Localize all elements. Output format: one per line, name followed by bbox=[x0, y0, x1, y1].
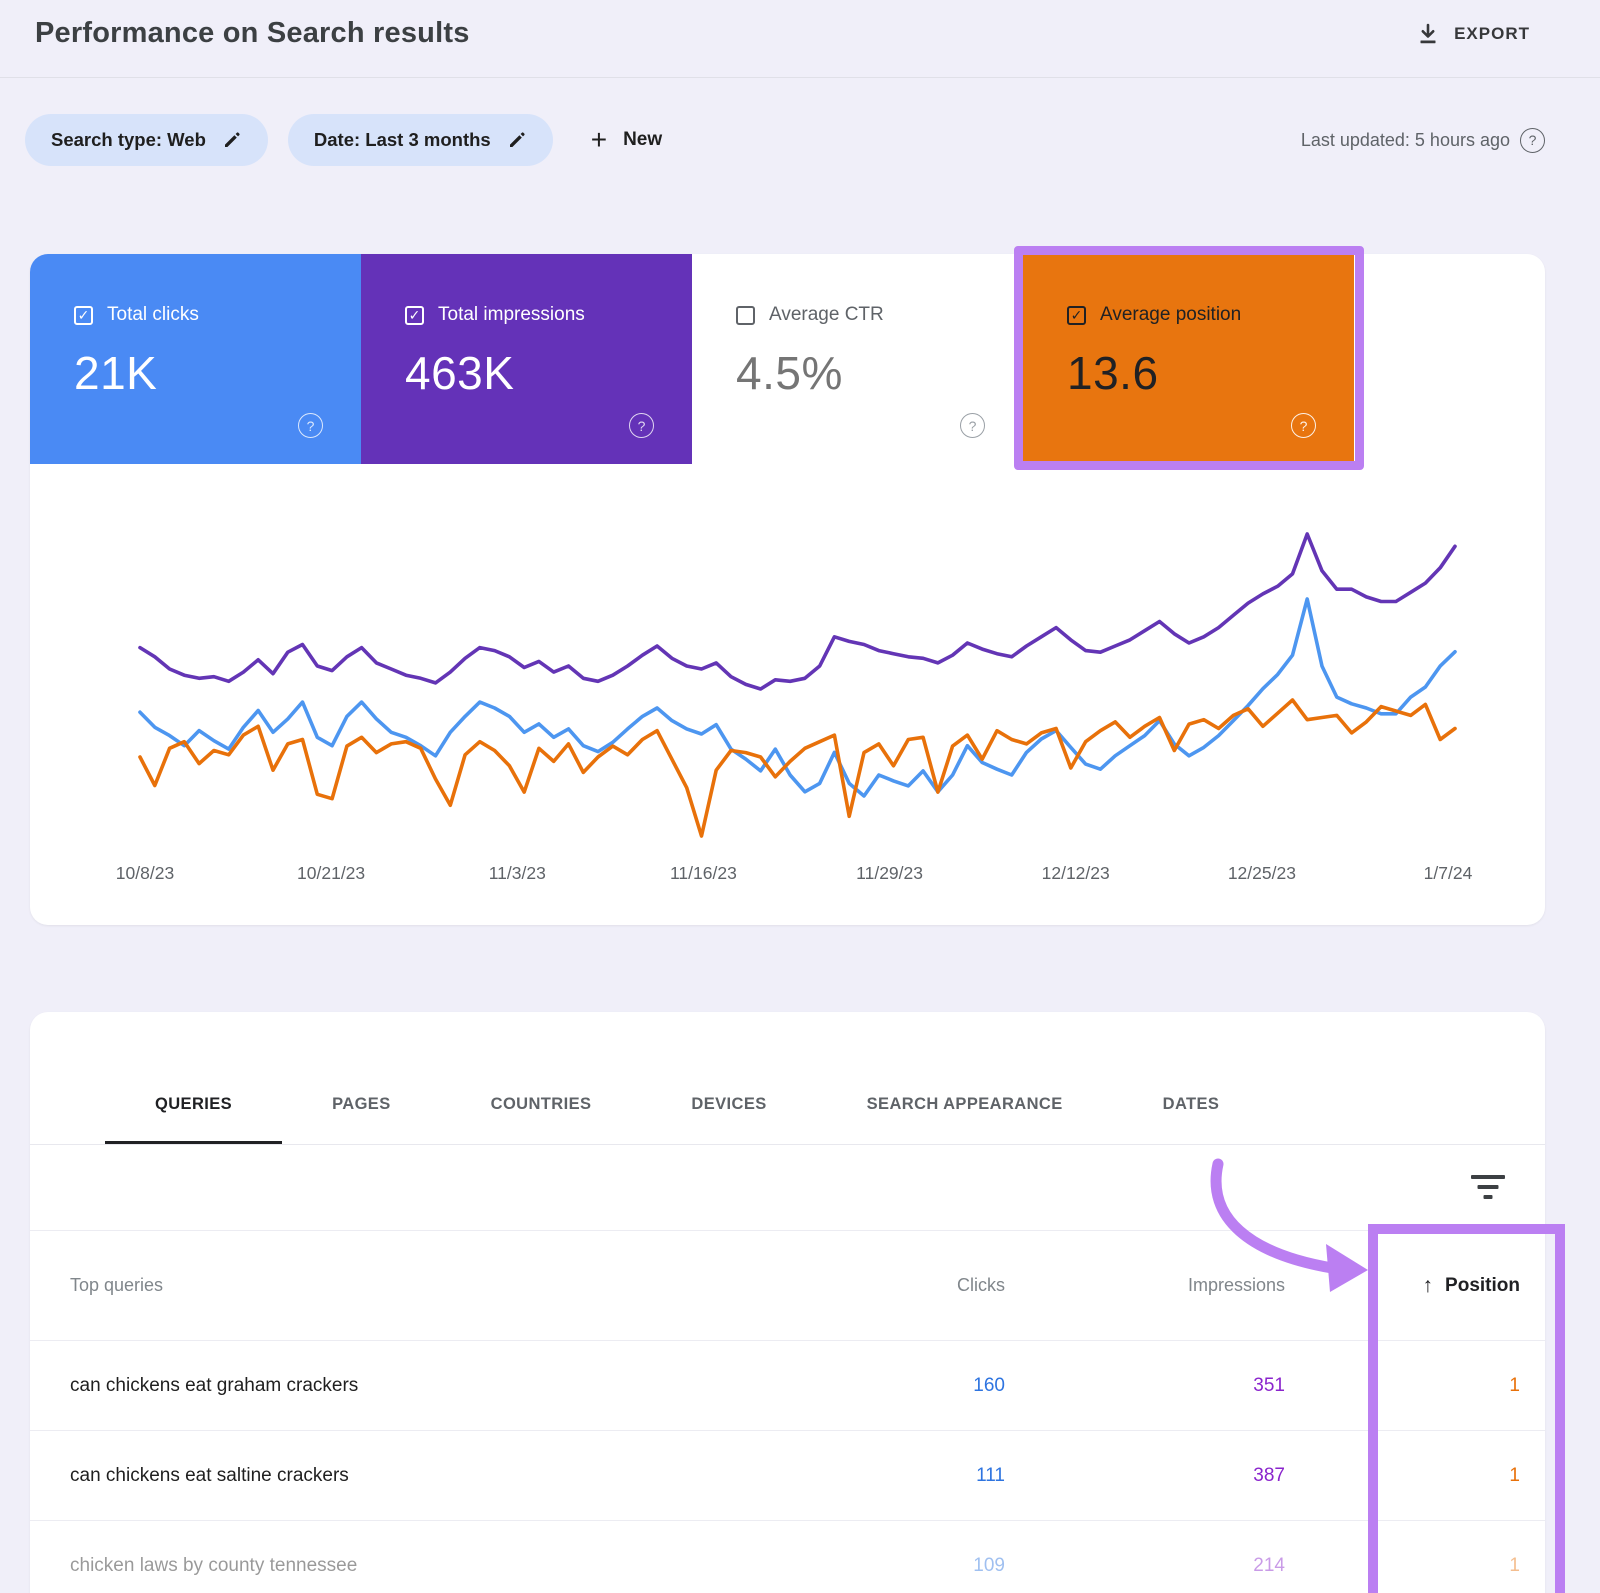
column-header-clicks[interactable]: Clicks bbox=[957, 1275, 1005, 1295]
export-button[interactable]: EXPORT bbox=[1416, 22, 1530, 46]
table-row[interactable]: can chickens eat graham crackers 160 351 1 bbox=[30, 1341, 1545, 1431]
x-axis-tick-label: 10/21/23 bbox=[297, 863, 365, 883]
page-title: Performance on Search results bbox=[35, 17, 470, 49]
position-cell: 1 bbox=[1509, 1554, 1520, 1576]
x-axis-tick-label: 11/29/23 bbox=[856, 863, 923, 883]
metric-value: 21K bbox=[74, 347, 158, 399]
clicks-cell: 160 bbox=[973, 1374, 1005, 1396]
help-icon[interactable]: ? bbox=[1520, 127, 1545, 153]
column-header-position-label: Position bbox=[1445, 1274, 1520, 1296]
search-type-chip[interactable]: Search type: Web bbox=[25, 114, 268, 166]
metric-card-average-position[interactable]: ✓ Average position 13.6? bbox=[1023, 254, 1354, 464]
clicks-cell: 111 bbox=[976, 1464, 1005, 1486]
tab-countries[interactable]: COUNTRIES bbox=[441, 1067, 642, 1144]
metric-label: Average position bbox=[1100, 304, 1242, 325]
table-row[interactable]: can chickens eat saltine crackers 111 387 1 bbox=[30, 1431, 1545, 1521]
performance-line-chart: 10/8/23 10/21/23 11/3/23 11/16/23 11/29/23 12… bbox=[116, 532, 1473, 883]
position-cell: 1 bbox=[1509, 1374, 1520, 1396]
x-axis-tick-label: 11/3/23 bbox=[489, 863, 546, 883]
export-label: EXPORT bbox=[1454, 23, 1530, 43]
tab-queries[interactable]: QUERIES bbox=[105, 1067, 283, 1144]
series-line-total-impressions bbox=[138, 532, 1457, 691]
position-cell: 1 bbox=[1509, 1464, 1520, 1486]
query-cell[interactable]: can chickens eat graham crackers bbox=[70, 1374, 359, 1396]
metric-toggle-row: ✓ Total clicks 21K? ✓ Total impressions 463K?… bbox=[30, 254, 1545, 464]
metric-value: 463K bbox=[405, 347, 515, 399]
help-icon[interactable]: ? bbox=[1291, 413, 1316, 438]
date-range-chip-label: Date: Last 3 months bbox=[313, 129, 491, 150]
metric-label: Total impressions bbox=[438, 304, 585, 325]
table-body: can chickens eat graham crackers 160 351 1 c… bbox=[30, 1341, 1545, 1593]
clicks-cell: 109 bbox=[973, 1554, 1005, 1576]
query-cell[interactable]: chicken laws by county tennessee bbox=[70, 1554, 358, 1576]
tab-search-appearance[interactable]: SEARCH APPEARANCE bbox=[817, 1067, 1113, 1144]
dimensions-table-card: QUERIES PAGES COUNTRIES DEVICES SEARCH APPEA… bbox=[30, 1012, 1545, 1593]
checked-checkbox-icon[interactable]: ✓ bbox=[1067, 305, 1086, 325]
tab-pages[interactable]: PAGES bbox=[282, 1067, 441, 1144]
new-filter-button[interactable]: + New bbox=[591, 126, 662, 154]
metric-card-total-clicks[interactable]: ✓ Total clicks 21K? bbox=[30, 254, 361, 464]
help-icon[interactable]: ? bbox=[960, 413, 985, 438]
metric-label: Total clicks bbox=[107, 304, 199, 325]
last-updated: Last updated: 5 hours ago ? bbox=[1300, 127, 1545, 153]
table-row[interactable]: chicken laws by county tennessee 109 214 1 bbox=[30, 1521, 1545, 1593]
filter-icon[interactable] bbox=[1471, 1174, 1505, 1201]
query-cell[interactable]: can chickens eat saltine crackers bbox=[70, 1464, 349, 1486]
date-range-chip[interactable]: Date: Last 3 months bbox=[287, 114, 553, 166]
impressions-cell: 387 bbox=[1253, 1464, 1285, 1486]
performance-chart-card: ✓ Total clicks 21K? ✓ Total impressions 463K?… bbox=[30, 254, 1545, 925]
x-axis-tick-label: 10/8/23 bbox=[116, 863, 174, 883]
column-header-top-queries[interactable]: Top queries bbox=[70, 1275, 164, 1295]
tab-devices[interactable]: DEVICES bbox=[641, 1067, 816, 1144]
column-header-impressions[interactable]: Impressions bbox=[1187, 1275, 1285, 1295]
top-bar: Performance on Search results EXPORT bbox=[0, 0, 1600, 78]
impressions-cell: 214 bbox=[1253, 1554, 1285, 1576]
tab-dates[interactable]: DATES bbox=[1113, 1067, 1270, 1144]
chart-area: 10/8/23 10/21/23 11/3/23 11/16/23 11/29/23 12… bbox=[30, 504, 1545, 899]
x-axis-tick-label: 11/16/23 bbox=[670, 863, 737, 883]
help-icon[interactable]: ? bbox=[629, 413, 654, 438]
metric-card-total-impressions[interactable]: ✓ Total impressions 463K? bbox=[361, 254, 692, 464]
series-line-average-position bbox=[138, 698, 1457, 838]
search-type-chip-label: Search type: Web bbox=[51, 129, 206, 150]
metric-card-average-ctr[interactable]: Average CTR 4.5%? bbox=[692, 254, 1023, 464]
x-axis-tick-label: 12/12/23 bbox=[1042, 863, 1110, 883]
unchecked-checkbox-icon[interactable] bbox=[736, 305, 755, 325]
pencil-icon bbox=[507, 130, 527, 150]
metric-value: 4.5% bbox=[736, 347, 843, 399]
x-axis-tick-label: 1/7/24 bbox=[1424, 863, 1473, 883]
arrow-up-icon: ↑ bbox=[1422, 1273, 1434, 1297]
pencil-icon bbox=[222, 130, 242, 150]
new-filter-label: New bbox=[623, 129, 663, 150]
series-line-total-clicks bbox=[138, 597, 1457, 798]
checked-checkbox-icon[interactable]: ✓ bbox=[405, 305, 424, 325]
filter-row: Search type: Web Date: Last 3 months + N… bbox=[25, 114, 1545, 166]
download-icon bbox=[1416, 22, 1440, 46]
impressions-cell: 351 bbox=[1253, 1374, 1285, 1396]
table-header-row: Top queries Clicks Impressions ↑ Positio… bbox=[30, 1231, 1545, 1341]
checked-checkbox-icon[interactable]: ✓ bbox=[74, 305, 93, 325]
help-icon[interactable]: ? bbox=[298, 413, 323, 438]
metric-value: 13.6 bbox=[1067, 347, 1159, 399]
column-header-position[interactable]: ↑ Position bbox=[1285, 1274, 1520, 1298]
table-toolbar bbox=[30, 1145, 1545, 1231]
plus-icon: + bbox=[590, 124, 608, 155]
last-updated-text: Last updated: 5 hours ago bbox=[1300, 129, 1510, 150]
dimension-tabs: QUERIES PAGES COUNTRIES DEVICES SEARCH APPEA… bbox=[30, 1012, 1545, 1145]
x-axis-tick-label: 12/25/23 bbox=[1228, 863, 1296, 883]
metric-label: Average CTR bbox=[769, 304, 884, 325]
